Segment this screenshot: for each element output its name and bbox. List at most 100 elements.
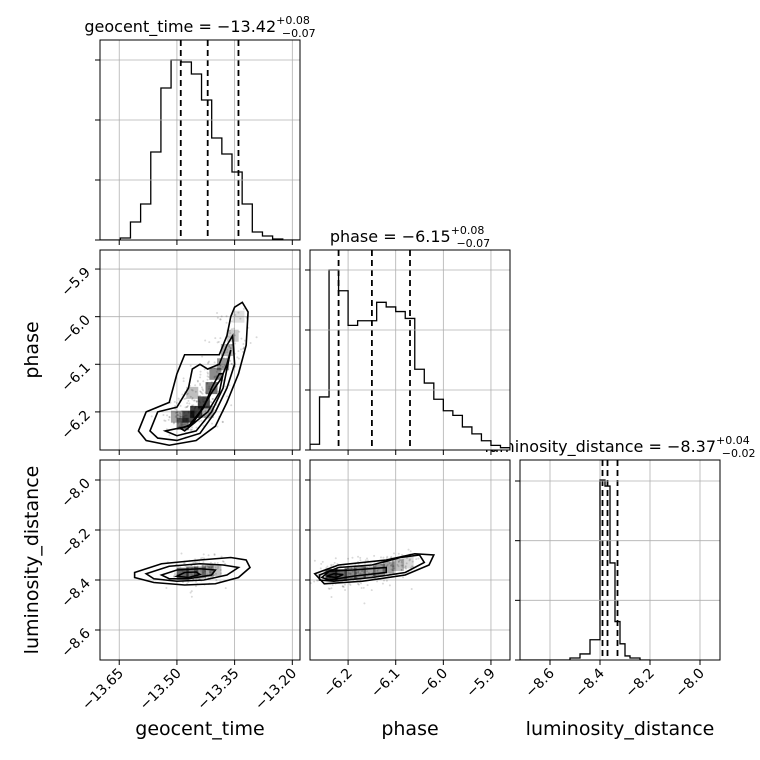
scatter-point <box>211 398 214 401</box>
title-minus: −0.07 <box>456 237 490 250</box>
scatter-point <box>196 380 199 383</box>
scatter-point <box>201 392 204 395</box>
scatter-point <box>357 555 360 558</box>
scatter-point <box>190 595 193 598</box>
scatter-point <box>328 587 331 590</box>
scatter-point <box>202 557 205 560</box>
scatter-point <box>243 339 246 342</box>
scatter-point <box>214 566 217 569</box>
scatter-point <box>397 552 400 555</box>
x-tick-label-phase: −6.2 <box>321 666 356 701</box>
scatter-point <box>216 562 219 565</box>
y-tick-label-luminosity-distance: −8.2 <box>58 526 93 561</box>
scatter-point <box>209 561 212 564</box>
scatter-point <box>199 376 202 379</box>
scatter-point <box>167 418 170 421</box>
scatter-point <box>408 559 411 562</box>
scatter-point <box>242 343 245 346</box>
scatter-point <box>357 571 360 574</box>
scatter-point <box>388 562 391 565</box>
hist2d-luminosity_distance-vs-geocent_time <box>133 552 251 598</box>
scatter-point <box>362 586 365 589</box>
y-tick-label-luminosity-distance: −8.6 <box>58 625 93 660</box>
scatter-point <box>249 341 252 344</box>
scatter-point <box>219 318 222 321</box>
scatter-point <box>174 572 177 575</box>
scatter-point <box>189 591 192 594</box>
scatter-point <box>206 375 209 378</box>
scatter-point <box>396 563 399 566</box>
scatter-point <box>196 379 199 382</box>
scatter-point <box>176 411 179 414</box>
scatter-point <box>221 365 224 368</box>
scatter-point <box>172 422 175 425</box>
contour-level-4 <box>133 556 251 586</box>
scatter-point <box>162 414 165 417</box>
scatter-point <box>189 395 192 398</box>
scatter-point <box>407 548 410 551</box>
scatter-point <box>206 371 209 374</box>
scatter-point <box>189 364 192 367</box>
scatter-point <box>400 561 403 564</box>
xlabel-luminosity-distance: luminosity_distance <box>526 718 715 740</box>
scatter-point <box>361 566 364 569</box>
scatter-point <box>360 587 363 590</box>
scatter-point <box>228 329 231 332</box>
panel-21-background <box>310 460 510 660</box>
scatter-point <box>168 415 171 418</box>
panel-10-frame <box>99 249 301 451</box>
scatter-point <box>177 397 180 400</box>
scatter-point <box>216 311 219 314</box>
scatter-point <box>210 566 213 569</box>
scatter-point <box>191 398 194 401</box>
scatter-point <box>376 568 379 571</box>
scatter-point <box>404 566 407 569</box>
scatter-point <box>376 580 379 583</box>
scatter-point <box>199 569 202 572</box>
scatter-point <box>219 364 222 367</box>
scatter-point <box>237 357 240 360</box>
scatter-point <box>211 397 214 400</box>
scatter-point <box>207 566 210 569</box>
scatter-point <box>321 560 324 563</box>
contour-level-4 <box>313 552 436 585</box>
contour-level-1 <box>174 571 202 579</box>
scatter-point <box>400 569 403 572</box>
scatter-point <box>226 351 229 354</box>
y-tick-label-phase: −6.0 <box>58 312 93 347</box>
scatter-point <box>215 370 218 373</box>
scatter-point <box>357 582 360 585</box>
scatter-point <box>184 406 187 409</box>
scatter-point <box>179 415 182 418</box>
scatter-point <box>411 560 414 563</box>
scatter-point <box>390 564 393 567</box>
scatter-point <box>178 412 181 415</box>
scatter-point <box>183 562 186 565</box>
ylabel-phase: phase <box>21 321 43 378</box>
panel-11-frame <box>309 249 511 451</box>
scatter-point <box>410 566 413 569</box>
scatter-point <box>390 563 393 566</box>
scatter-point <box>373 574 376 577</box>
scatter-point <box>165 587 168 590</box>
scatter-point <box>229 347 232 350</box>
scatter-point <box>376 569 379 572</box>
scatter-point <box>366 557 369 560</box>
contour-level-2 <box>162 349 232 437</box>
scatter-point <box>363 571 366 574</box>
scatter-point <box>202 389 205 392</box>
title-name: geocent_time <box>84 17 193 37</box>
scatter-point <box>404 567 407 570</box>
scatter-point <box>370 589 373 592</box>
scatter-point <box>186 405 189 408</box>
scatter-point <box>240 337 243 340</box>
scatter-point <box>405 562 408 565</box>
scatter-point <box>173 400 176 403</box>
scatter-point <box>326 565 329 568</box>
title-name: luminosity_distance <box>485 437 644 457</box>
scatter-point <box>230 362 233 365</box>
scatter-point <box>216 316 219 319</box>
scatter-point <box>191 389 194 392</box>
scatter-point <box>213 553 216 556</box>
scatter-point <box>333 561 336 564</box>
